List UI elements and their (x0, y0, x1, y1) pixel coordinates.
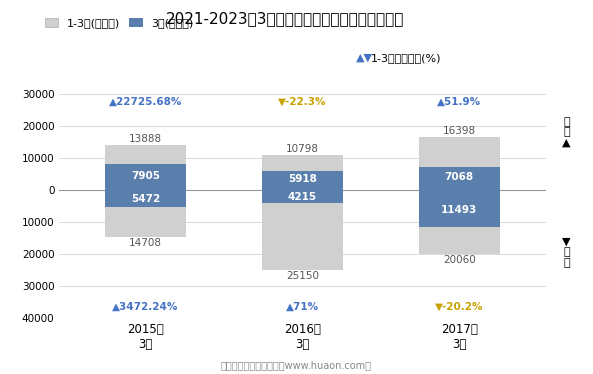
Text: 进: 进 (563, 248, 570, 257)
Text: 出: 出 (563, 117, 570, 126)
Text: 16398: 16398 (443, 126, 476, 136)
Text: ▼-20.2%: ▼-20.2% (435, 301, 483, 312)
Text: 7905: 7905 (131, 171, 160, 181)
Text: ▲71%: ▲71% (286, 301, 319, 312)
Text: 10798: 10798 (286, 144, 319, 154)
Bar (262, 190, 343, 270)
Bar (419, 167, 500, 190)
Text: 4215: 4215 (288, 192, 317, 202)
Bar (419, 190, 500, 227)
Text: ▲22725.68%: ▲22725.68% (109, 97, 182, 107)
Bar (105, 190, 186, 207)
Text: ▲3472.24%: ▲3472.24% (113, 301, 178, 312)
Text: 5918: 5918 (288, 174, 317, 184)
Text: ▼: ▼ (562, 236, 570, 246)
Bar (262, 155, 343, 190)
Text: 20060: 20060 (443, 255, 476, 265)
Text: 13888: 13888 (129, 134, 162, 144)
Text: 14708: 14708 (129, 238, 162, 248)
Bar (105, 145, 186, 190)
Text: 7068: 7068 (445, 172, 474, 182)
Text: 11493: 11493 (441, 205, 477, 215)
Text: 1-3月同比增速(%): 1-3月同比增速(%) (371, 53, 441, 63)
Text: 口: 口 (563, 258, 570, 267)
Text: 口: 口 (563, 127, 570, 137)
Text: 25150: 25150 (286, 271, 319, 281)
Text: 5472: 5472 (131, 194, 160, 204)
Text: ▲: ▲ (562, 138, 570, 148)
Bar (419, 190, 500, 254)
Bar (105, 164, 186, 190)
Text: 2021-2023年3月重庆涪陵综合保税区进、出口额: 2021-2023年3月重庆涪陵综合保税区进、出口额 (165, 11, 404, 26)
Text: ▲51.9%: ▲51.9% (437, 97, 482, 107)
Legend: 1-3月(万美元), 3月(万美元): 1-3月(万美元), 3月(万美元) (40, 14, 198, 33)
Text: ▲▼: ▲▼ (356, 53, 373, 63)
Bar (105, 190, 186, 237)
Text: ▼-22.3%: ▼-22.3% (278, 97, 327, 107)
Bar (262, 171, 343, 190)
Text: 制图：华经产业研究院（www.huaon.com）: 制图：华经产业研究院（www.huaon.com） (221, 360, 372, 370)
Bar (419, 137, 500, 190)
Bar (262, 190, 343, 203)
